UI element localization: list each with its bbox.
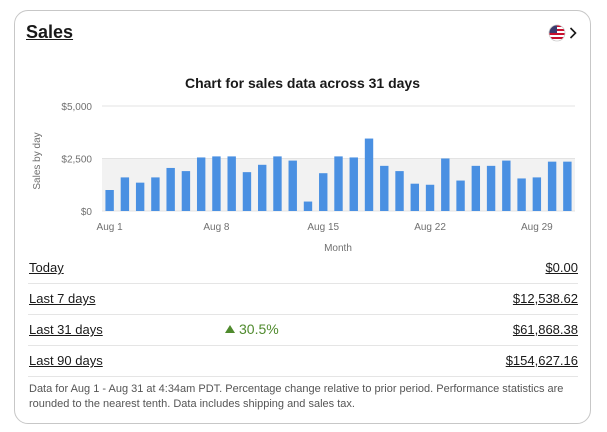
chart-bar bbox=[303, 201, 313, 211]
chart-bar bbox=[547, 161, 557, 211]
x-tick-label: Aug 1 bbox=[97, 222, 124, 233]
us-flag-icon bbox=[548, 24, 566, 42]
footnote: Data for Aug 1 - Aug 31 at 4:34am PDT. P… bbox=[29, 383, 564, 410]
sales-card: Sales Chart for sales data across 31 day… bbox=[14, 10, 591, 424]
chart-bar bbox=[166, 167, 175, 211]
chart-bar bbox=[441, 158, 450, 211]
chart-bar bbox=[105, 190, 114, 211]
chart-bar bbox=[334, 156, 343, 211]
y-tick-label: $2,500 bbox=[61, 155, 92, 166]
chart-bar bbox=[120, 177, 130, 211]
chart-bar bbox=[456, 180, 465, 211]
chart-bar bbox=[471, 165, 481, 211]
row-amount-last-7-days[interactable]: $12,538.62 bbox=[512, 291, 578, 306]
y-tick-label: $0 bbox=[81, 207, 93, 218]
row-label-last-7-days[interactable]: Last 7 days bbox=[29, 291, 96, 306]
sales-bar-chart: $0 $2,500 $5,000 Aug 1 Aug 8 Aug 15 Aug 22 Aug … bbox=[32, 102, 575, 254]
row-label-last-90-days[interactable]: Last 90 days bbox=[29, 353, 103, 368]
row-last-31-days: Last 31 days 30.5% $61,868.38 bbox=[28, 315, 578, 346]
chart-bar bbox=[151, 177, 160, 211]
chart-bar bbox=[532, 177, 542, 211]
chart-bar bbox=[135, 182, 145, 211]
x-tick-label: Aug 8 bbox=[203, 222, 230, 233]
y-tick-label: $5,000 bbox=[61, 102, 92, 113]
row-label-today[interactable]: Today bbox=[29, 260, 64, 275]
chart-bar bbox=[410, 183, 419, 211]
up-arrow-icon bbox=[225, 325, 235, 333]
chart-bar bbox=[563, 161, 572, 211]
x-tick-label: Aug 29 bbox=[521, 222, 553, 233]
chart-bar bbox=[273, 156, 282, 211]
percent-change: 30.5% bbox=[225, 321, 279, 337]
chart-bar bbox=[181, 171, 191, 211]
row-label-last-31-days[interactable]: Last 31 days bbox=[29, 322, 103, 337]
chart-bar bbox=[227, 156, 236, 211]
x-tick-label: Aug 22 bbox=[414, 222, 446, 233]
chart-bar bbox=[242, 172, 252, 211]
row-last-90-days: Last 90 days $154,627.16 bbox=[28, 346, 578, 377]
x-tick-label: Aug 15 bbox=[307, 222, 339, 233]
row-last-7-days: Last 7 days $12,538.62 bbox=[28, 284, 578, 315]
chart-bar bbox=[319, 173, 328, 211]
chart-bar bbox=[380, 165, 389, 211]
chart-bar bbox=[196, 157, 206, 211]
chart-bar bbox=[502, 160, 511, 211]
row-today: Today $0.00 bbox=[28, 253, 578, 284]
sales-title[interactable]: Sales bbox=[26, 22, 74, 42]
chart-bar bbox=[258, 164, 267, 211]
chart-bar bbox=[212, 156, 221, 211]
chart-bar bbox=[425, 184, 435, 211]
percent-change-value: 30.5% bbox=[239, 321, 279, 337]
x-axis-label: Month bbox=[324, 243, 352, 254]
row-amount-last-31-days[interactable]: $61,868.38 bbox=[512, 322, 578, 337]
y-axis-label: Sales by day bbox=[32, 132, 43, 189]
chart-bar bbox=[395, 171, 404, 211]
chart-bar bbox=[349, 157, 358, 211]
chart-bar bbox=[364, 138, 374, 211]
region-selector[interactable] bbox=[548, 24, 577, 42]
chart-bar bbox=[486, 165, 496, 211]
chart-bar bbox=[288, 160, 297, 211]
chevron-right-icon bbox=[569, 27, 577, 39]
row-amount-today[interactable]: $0.00 bbox=[545, 260, 578, 275]
row-amount-last-90-days[interactable]: $154,627.16 bbox=[505, 353, 578, 368]
chart-title: Chart for sales data across 31 days bbox=[184, 75, 420, 91]
chart-bar bbox=[517, 178, 526, 211]
